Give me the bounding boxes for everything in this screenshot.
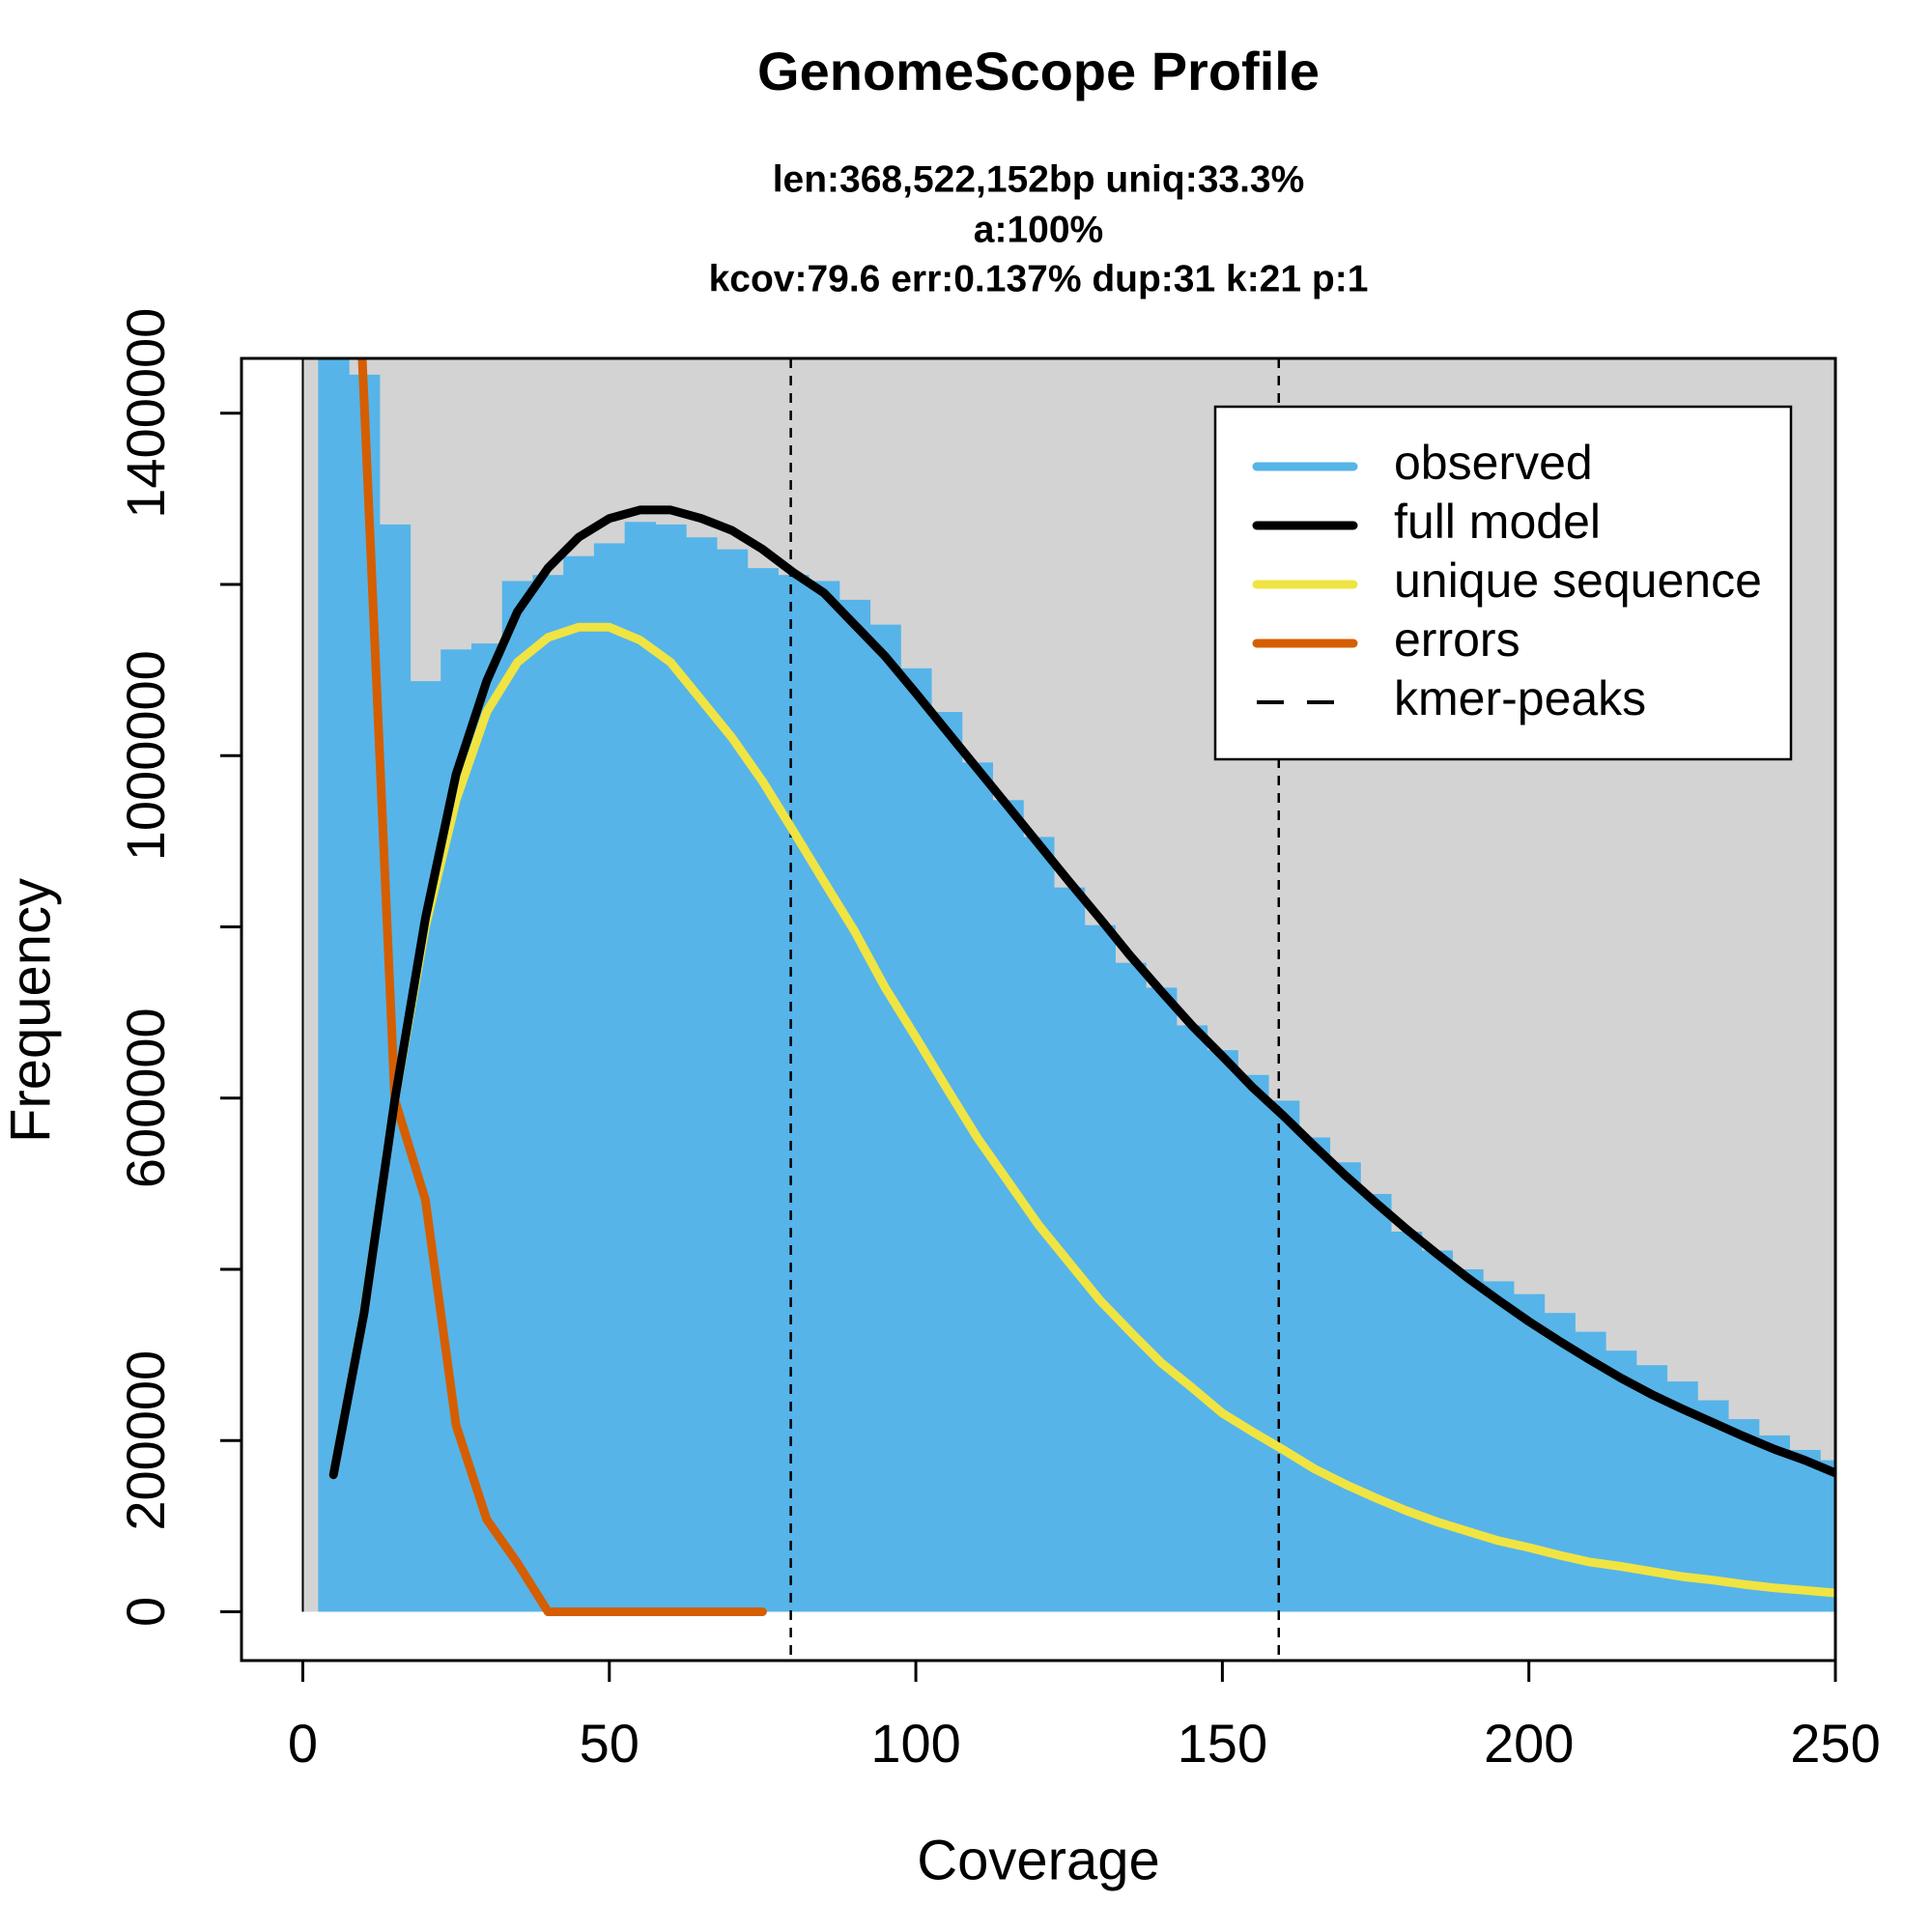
legend-label: unique sequence [1394,554,1762,608]
bar [1146,987,1178,1612]
bar [318,358,350,1612]
bar [1483,1281,1515,1612]
bar [747,568,779,1612]
legend-label: full model [1394,495,1601,549]
y-tick-label: 200000 [115,1350,176,1531]
legend-label: errors [1394,612,1520,667]
legend-label: observed [1394,436,1593,490]
bar [1207,1050,1238,1612]
bar [716,549,749,1612]
bar [624,522,656,1612]
bar [532,575,564,1612]
overlay: 0 50 100 150 200 250 0 200000 600000 1000000 14000… [115,308,1881,1774]
x-tick-label: 50 [580,1713,639,1774]
bar [1575,1331,1606,1612]
legend-label: kmer-peaks [1394,671,1646,725]
bar [1452,1268,1484,1612]
bar [593,543,626,1612]
y-tick-label: 1000000 [115,650,176,861]
bar [1820,1460,1835,1612]
bar [1513,1293,1546,1612]
bar [1390,1231,1423,1612]
y-tick-label: 1400000 [115,308,176,519]
x-axis-label: Coverage [917,1829,1159,1891]
subtitle: kcov:79.6 err:0.137% dup:31 k:21 p:1 [709,258,1369,299]
model-line [357,358,767,1616]
x-tick-label: 0 [288,1713,318,1774]
bar [838,599,871,1612]
model-line [328,622,1835,1598]
y-tick-label: 0 [115,1597,176,1627]
x-tick-label: 250 [1790,1713,1880,1774]
y-tick-label: 600000 [115,1008,176,1188]
bar [992,800,1024,1612]
bar [1329,1162,1361,1612]
bar [655,524,687,1612]
bar [1115,962,1147,1612]
bar [1360,1193,1392,1612]
bar [869,624,901,1612]
bar [1084,924,1116,1612]
subtitle: len:368,522,152bp uniq:33.3% [773,158,1305,200]
bar [1176,1025,1208,1612]
subtitle: a:100% [974,209,1103,250]
bar [1267,1100,1300,1612]
bar [900,668,932,1612]
y-axis-label: Frequency [0,878,62,1143]
bar [809,581,840,1612]
model-line [328,505,1835,1480]
bar [1789,1449,1821,1612]
bar [501,581,534,1612]
bar [778,575,810,1612]
bar [961,762,994,1612]
bar [1298,1137,1331,1612]
x-tick-label: 200 [1484,1713,1574,1774]
bar [1544,1313,1576,1612]
bar [930,712,963,1612]
bar [1237,1074,1269,1612]
bar [563,555,595,1612]
bar [1421,1250,1453,1612]
x-tick-label: 100 [870,1713,960,1774]
bar [410,681,441,1612]
chart-title: GenomeScope Profile [757,41,1320,101]
x-tick-label: 150 [1178,1713,1267,1774]
bar [470,643,503,1612]
